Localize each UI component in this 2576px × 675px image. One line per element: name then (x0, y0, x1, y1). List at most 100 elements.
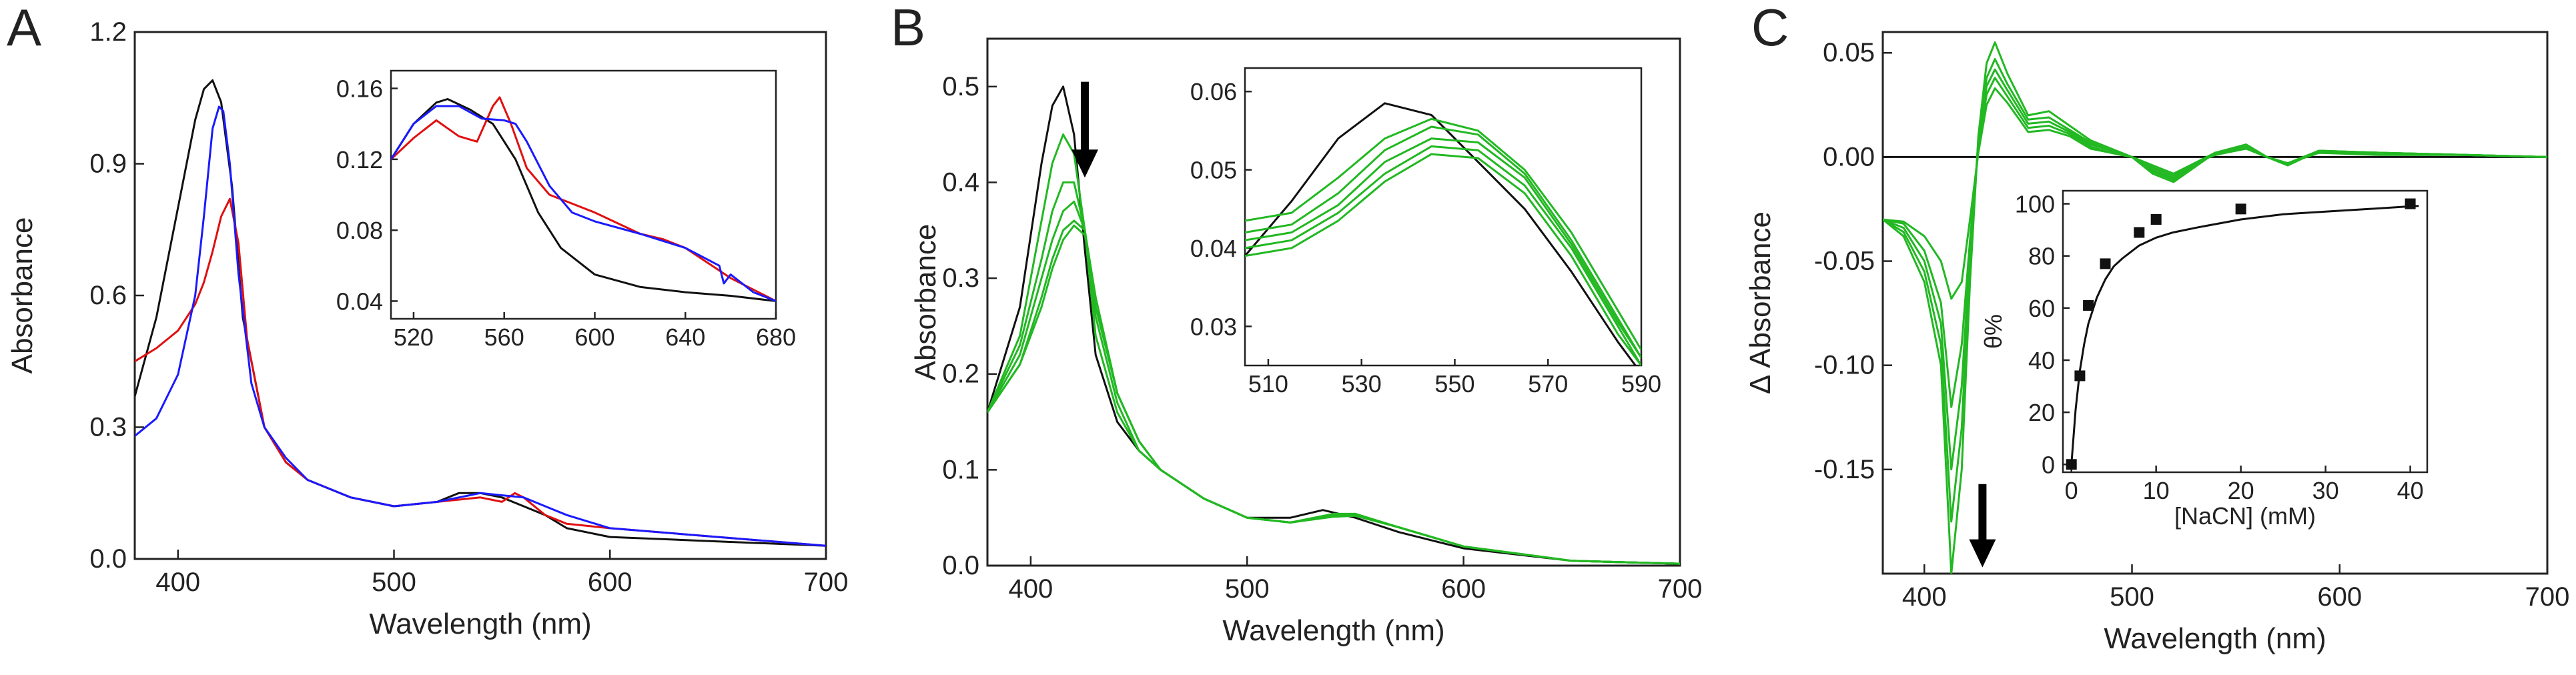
panel-a-xlabel: Wavelength (nm) (369, 608, 591, 640)
panel-a-xtick-label: 700 (804, 568, 849, 597)
panel-b-inset-xtick-label: 590 (1621, 370, 1661, 398)
panel-b-xtick-label: 500 (1225, 574, 1270, 604)
panel-c-ytick-label: 0.00 (1823, 142, 1875, 171)
panel-c-inset-data-point (2150, 213, 2162, 225)
panel-c-ytick-label: 0.05 (1823, 38, 1875, 67)
panel-c: 400 500 600 700-0.15-0.10-0.050.000.05Wavel… (1744, 31, 2570, 655)
panel-b-series-green-5 (987, 224, 1680, 565)
panel-c-xtick-label: 700 (2525, 582, 2570, 612)
panel-a-inset-xtick-label: 680 (756, 323, 796, 351)
panel-c-ytick-label: -0.10 (1814, 351, 1875, 380)
panel-b-inset-series-green-1 (1245, 117, 1641, 351)
panel-a-ytick-label: 0.0 (89, 544, 127, 574)
panel-c-xtick-label: 400 (1902, 582, 1947, 612)
panel-a-inset-xtick-label: 520 (394, 323, 434, 351)
panel-b-inset-background (1245, 68, 1641, 366)
panel-c-inset-data-point (2100, 258, 2111, 269)
panel-c-inset-xtick-label: 10 (2143, 477, 2170, 504)
panel-b-ytick-label: 0.5 (942, 72, 979, 101)
panel-c-inset-data-point (2083, 299, 2094, 311)
panel-a-inset-background (391, 71, 776, 319)
panel-a-ylabel: Absorbance (6, 217, 39, 374)
panel-c-xtick-label: 600 (2317, 582, 2362, 612)
panel-a: 400 500 600 700 0.0 0.3 0.6 0.9 1.2 Wavelength (n… (6, 17, 848, 640)
panel-c-series-green-5 (1883, 87, 2547, 300)
panel-a-inset-series-blue (391, 105, 776, 302)
panel-a-ytick-label: 0.6 (89, 281, 127, 310)
panel-a-inset-xtick-label: 560 (484, 323, 524, 351)
panel-a-xtick-label: 600 (588, 568, 632, 597)
panel-a-ytick-label: 0.3 (89, 413, 127, 442)
panel-a-xtick-label: 400 (155, 568, 200, 597)
panel-c-inset-ytick-label: 100 (2015, 191, 2055, 218)
panel-c-ytick-label: -0.15 (1814, 455, 1875, 484)
panel-a-inset-ytick-label: 0.08 (336, 217, 383, 244)
panel-c-inset-data-point (2405, 198, 2416, 209)
panel-b-inset-frame (1244, 67, 1643, 367)
panel-a-inset-xtick-label: 640 (665, 323, 705, 351)
panel-c-inset-data-point (2134, 227, 2145, 238)
panel-c-ylabel: Δ Absorbance (1744, 211, 1777, 394)
panel-b-inset-xtick-label: 530 (1342, 370, 1382, 398)
panel-b-inset-series-black (1245, 102, 1637, 366)
panel-c-inset-xtick-label: 40 (2397, 477, 2424, 504)
panel-b-inset-series-green-3 (1245, 137, 1641, 359)
panel-c-inset-ytick-label: 60 (2028, 295, 2055, 322)
panel-b-xtick-label: 400 (1009, 574, 1053, 604)
panel-c-inset-ylabel: θ% (1980, 314, 2007, 349)
panel-b-inset-xtick-label: 570 (1528, 370, 1568, 398)
panel-c-inset-xlabel: [NaCN] (mM) (2174, 502, 2316, 530)
panel-b-inset-series-green-5 (1245, 153, 1641, 366)
panel-b-ytick-label: 0.0 (942, 551, 979, 580)
panel-c-frame (1881, 31, 2549, 575)
panel-c-xlabel: Wavelength (nm) (2104, 622, 2326, 655)
panel-c-inset-data-point (2235, 203, 2246, 215)
panel-c-inset-xtick-label: 30 (2312, 477, 2339, 504)
panel-c-inset-fit-curve (2070, 205, 2419, 465)
panel-b-ytick-label: 0.2 (942, 360, 979, 389)
panel-b-arrow-head (1071, 149, 1098, 178)
panel-c-inset-ytick-label: 40 (2028, 347, 2055, 374)
panel-b: 400 500 600 700 0.0 0.1 0.2 0.3 0.4 0.5 Wavelength… (909, 37, 1703, 647)
panel-b-xtick-label: 700 (1658, 574, 1703, 604)
panel-a-inset-xtick-label: 600 (574, 323, 614, 351)
panel-c-inset-ytick-label: 0 (2042, 451, 2055, 478)
panel-a-inset-ytick-label: 0.12 (336, 146, 383, 173)
panel-c-inset-ytick-label: 20 (2028, 399, 2055, 426)
panel-b-ylabel: Absorbance (909, 224, 942, 381)
panel-a-inset-frame (390, 69, 777, 320)
panel-c-inset-data-point (2074, 370, 2086, 382)
panel-c-inset-data-point (2066, 459, 2077, 470)
panel-a-xtick-label: 500 (372, 568, 416, 597)
panel-a-inset-series-black (391, 98, 776, 302)
panel-label-b: B (891, 0, 925, 57)
panel-b-ytick-label: 0.4 (942, 167, 979, 197)
panel-b-inset-ytick-label: 0.05 (1190, 157, 1237, 184)
panel-b-inset-series-green-2 (1245, 125, 1641, 359)
panel-b-ytick-label: 0.3 (942, 263, 979, 293)
panel-label-a: A (7, 0, 41, 57)
panel-b-inset-xtick-label: 510 (1248, 370, 1288, 398)
panel-a-inset-ytick-label: 0.16 (336, 75, 383, 103)
panel-label-c: C (1751, 0, 1789, 57)
panel-c-inset-xtick-label: 0 (2065, 477, 2078, 504)
panel-b-inset-xtick-label: 550 (1434, 370, 1474, 398)
panel-b-inset-ytick-label: 0.04 (1190, 235, 1237, 262)
panel-b-xtick-label: 600 (1441, 574, 1486, 604)
panel-c-arrow-head (1969, 539, 1996, 568)
panel-c-inset-ytick-label: 80 (2028, 243, 2055, 270)
panel-a-ytick-label: 1.2 (89, 17, 127, 47)
panel-a-series-blue (135, 105, 826, 547)
panel-a-inset-ytick-label: 0.04 (336, 287, 383, 315)
panel-c-inset-frame (2062, 189, 2429, 474)
panel-b-inset-ytick-label: 0.06 (1190, 78, 1237, 105)
panel-a-ytick-label: 0.9 (89, 149, 127, 179)
panel-b-xlabel: Wavelength (nm) (1222, 614, 1444, 647)
panel-b-frame (986, 37, 1681, 567)
panel-b-inset-series-green-4 (1245, 145, 1641, 366)
panel-c-inset-xtick-label: 20 (2228, 477, 2254, 504)
panel-c-xtick-label: 500 (2110, 582, 2154, 612)
panel-b-ytick-label: 0.1 (942, 455, 979, 484)
panel-b-inset-ytick-label: 0.03 (1190, 313, 1237, 340)
